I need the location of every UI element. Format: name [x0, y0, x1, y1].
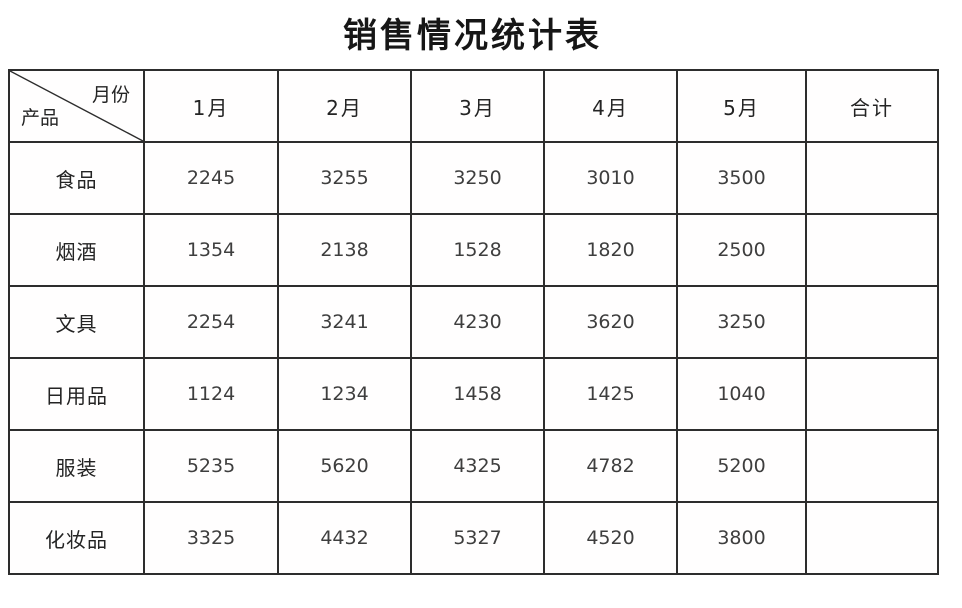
corner-month-label: 月份: [91, 84, 130, 106]
product-label: 烟酒: [8, 213, 145, 287]
value-cell: 3250: [676, 285, 807, 359]
column-header-合计: 合计: [805, 69, 939, 143]
table-row: 日用品 1124 1234 1458 1425 1040: [8, 357, 939, 431]
total-cell: [805, 141, 939, 215]
value-cell: 3255: [277, 141, 412, 215]
value-cell: 1820: [543, 213, 678, 287]
value-cell: 3250: [410, 141, 545, 215]
value-cell: 2254: [143, 285, 279, 359]
value-cell: 3800: [676, 501, 807, 575]
total-cell: [805, 501, 939, 575]
table-row: 服装 5235 5620 4325 4782 5200: [8, 429, 939, 503]
table-row: 文具 2254 3241 4230 3620 3250: [8, 285, 939, 359]
total-cell: [805, 285, 939, 359]
product-label: 日用品: [8, 357, 145, 431]
value-cell: 4520: [543, 501, 678, 575]
value-cell: 1040: [676, 357, 807, 431]
column-header-5月: 5月: [676, 69, 807, 143]
value-cell: 3325: [143, 501, 279, 575]
value-cell: 3620: [543, 285, 678, 359]
value-cell: 2500: [676, 213, 807, 287]
column-header-2月: 2月: [277, 69, 412, 143]
document-page: 销售情况统计表 月份 产品 1月 2月 3月 4月 5月 合计: [0, 8, 962, 608]
value-cell: 4782: [543, 429, 678, 503]
value-cell: 2245: [143, 141, 279, 215]
corner-header-cell: 月份 产品: [8, 69, 145, 143]
table-row: 化妆品 3325 4432 5327 4520 3800: [8, 501, 939, 575]
product-label: 化妆品: [8, 501, 145, 575]
value-cell: 3500: [676, 141, 807, 215]
total-cell: [805, 429, 939, 503]
value-cell: 1354: [143, 213, 279, 287]
page-title: 销售情况统计表: [343, 16, 602, 56]
value-cell: 2138: [277, 213, 412, 287]
value-cell: 4230: [410, 285, 545, 359]
product-label: 服装: [8, 429, 145, 503]
product-label: 文具: [8, 285, 145, 359]
sales-statistics-table: 月份 产品 1月 2月 3月 4月 5月 合计 食品 2245 3255 3250 3010 350…: [8, 69, 939, 575]
column-header-4月: 4月: [543, 69, 678, 143]
value-cell: 5327: [410, 501, 545, 575]
value-cell: 4432: [277, 501, 412, 575]
column-header-1月: 1月: [143, 69, 279, 143]
value-cell: 1425: [543, 357, 678, 431]
value-cell: 1528: [410, 213, 545, 287]
value-cell: 5200: [676, 429, 807, 503]
value-cell: 3241: [277, 285, 412, 359]
product-label: 食品: [8, 141, 145, 215]
value-cell: 3010: [543, 141, 678, 215]
table-row: 烟酒 1354 2138 1528 1820 2500: [8, 213, 939, 287]
column-header-3月: 3月: [410, 69, 545, 143]
value-cell: 1124: [143, 357, 279, 431]
total-cell: [805, 357, 939, 431]
value-cell: 5620: [277, 429, 412, 503]
corner-product-label: 产品: [21, 107, 60, 129]
total-cell: [805, 213, 939, 287]
value-cell: 5235: [143, 429, 279, 503]
value-cell: 1234: [277, 357, 412, 431]
header-row: 月份 产品 1月 2月 3月 4月 5月 合计: [8, 69, 939, 143]
diagonal-divider-line: [10, 71, 143, 141]
table-row: 食品 2245 3255 3250 3010 3500: [8, 141, 939, 215]
value-cell: 4325: [410, 429, 545, 503]
value-cell: 1458: [410, 357, 545, 431]
